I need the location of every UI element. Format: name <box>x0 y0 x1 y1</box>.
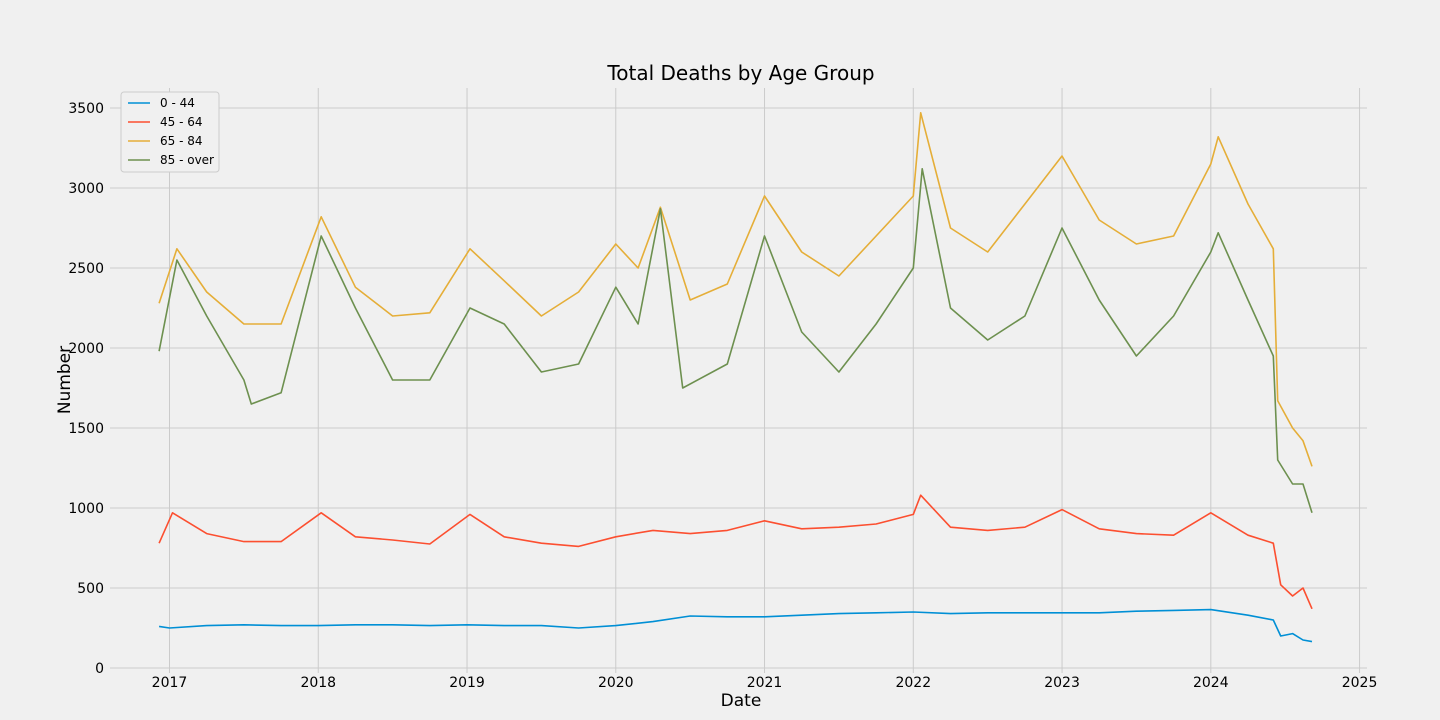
y-tick-labels: 0 500 1000 1500 2000 2500 3000 3500 <box>68 101 104 677</box>
y-tick-label: 500 <box>77 581 104 597</box>
x-tick-label: 2022 <box>895 675 931 691</box>
series-line-65-84 <box>158 112 1313 467</box>
chart-title: Total Deaths by Age Group <box>606 61 874 85</box>
y-tick-label: 3000 <box>68 181 104 197</box>
legend-box <box>120 91 220 173</box>
y-tick-label: 1500 <box>68 421 104 437</box>
x-tick-label: 2025 <box>1342 675 1378 691</box>
x-tick-label: 2020 <box>598 675 634 691</box>
series-line-85-over <box>158 168 1313 514</box>
legend-label: 0 - 44 <box>160 96 195 110</box>
x-tick-label: 2019 <box>449 675 485 691</box>
y-tick-label: 3500 <box>68 101 104 117</box>
y-tick-label: 2000 <box>68 341 104 357</box>
legend-label: 85 - over <box>160 153 214 167</box>
y-gridlines <box>110 107 1367 589</box>
legend-label: 45 - 64 <box>160 115 203 129</box>
y-axis-label: Number <box>55 346 75 414</box>
x-tick-label: 2024 <box>1193 675 1229 691</box>
series-line-45-64 <box>158 494 1313 610</box>
legend: 0 - 44 45 - 64 65 - 84 85 - over <box>120 91 220 173</box>
y-tick-label: 1000 <box>68 501 104 517</box>
series-line-0-44 <box>158 608 1313 643</box>
x-axis-label: Date <box>721 691 762 711</box>
legend-label: 65 - 84 <box>160 134 203 148</box>
x-gridlines <box>169 88 1361 673</box>
x-tick-label: 2021 <box>747 675 783 691</box>
legend-items: 0 - 44 45 - 64 65 - 84 85 - over <box>128 96 214 167</box>
y-tick-label: 0 <box>95 661 104 677</box>
x-tick-label: 2023 <box>1044 675 1080 691</box>
x-tick-label: 2017 <box>152 675 188 691</box>
series-lines <box>158 112 1313 643</box>
y-tick-label: 2500 <box>68 261 104 277</box>
x-tick-label: 2018 <box>300 675 336 691</box>
x-tick-labels: 2017 2018 2019 2020 2021 2022 2023 2024 2025 <box>152 675 1378 691</box>
